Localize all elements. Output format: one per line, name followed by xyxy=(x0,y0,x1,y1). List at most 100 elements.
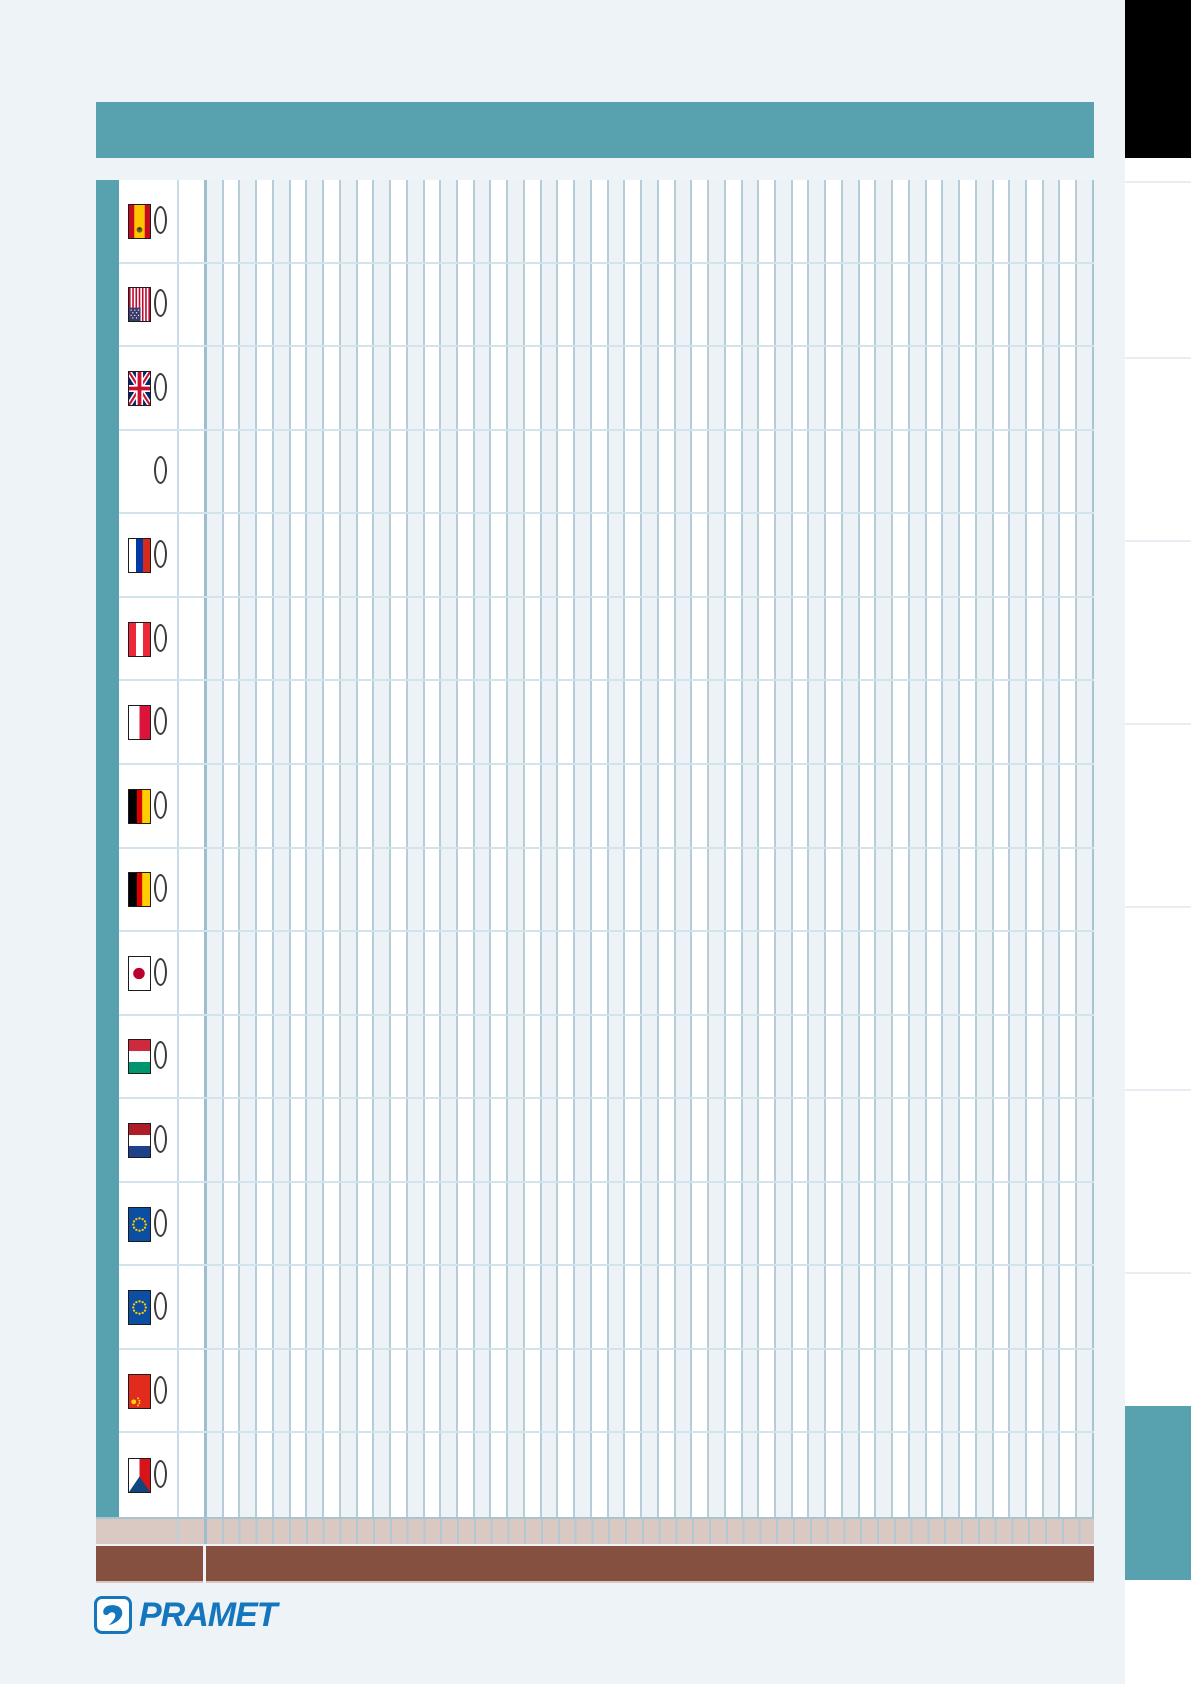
swoosh-icon xyxy=(103,1605,123,1626)
grid-column xyxy=(324,180,341,1517)
side-tab-divider xyxy=(1125,357,1191,359)
selection-oval[interactable] xyxy=(154,1292,167,1321)
grid-column xyxy=(759,180,776,1517)
grid-column xyxy=(675,180,693,1517)
selection-oval[interactable] xyxy=(154,1460,167,1489)
grid-column xyxy=(491,180,509,1517)
table-row xyxy=(119,1183,1094,1267)
table-row xyxy=(119,681,1094,765)
grid-column xyxy=(1077,180,1094,1517)
flag-column-divider xyxy=(177,1519,179,1544)
table-left-accent-column xyxy=(96,180,119,1517)
side-tab-divider xyxy=(1125,906,1191,908)
selection-oval[interactable] xyxy=(154,790,167,819)
flag-austria-icon xyxy=(128,621,151,657)
grid-column xyxy=(575,180,592,1517)
flag-column-divider xyxy=(177,180,179,1517)
grid-column xyxy=(591,180,609,1517)
side-tab-divider xyxy=(1125,1089,1191,1091)
selection-oval[interactable] xyxy=(154,456,167,485)
table-row xyxy=(119,431,1094,515)
grid-column xyxy=(809,180,827,1517)
grid-column xyxy=(273,180,291,1517)
table-row xyxy=(119,932,1094,1016)
grid-column xyxy=(391,180,408,1517)
table-footer-row-right xyxy=(206,1546,1094,1583)
flag-czech-icon xyxy=(128,1458,151,1494)
grid-column xyxy=(207,180,224,1517)
grid-column xyxy=(558,180,576,1517)
grid-column xyxy=(725,180,743,1517)
selection-oval[interactable] xyxy=(154,1208,167,1237)
flag-usa-icon xyxy=(128,287,151,323)
selection-oval[interactable] xyxy=(154,289,167,318)
selection-oval[interactable] xyxy=(154,372,167,401)
grid-column xyxy=(960,180,977,1517)
grid-column xyxy=(307,180,325,1517)
flag-germany-icon xyxy=(128,872,151,908)
side-tab-strip xyxy=(1125,158,1191,1684)
selection-oval[interactable] xyxy=(154,1124,167,1153)
selection-oval[interactable] xyxy=(154,874,167,903)
table-row xyxy=(119,1350,1094,1434)
grid-column xyxy=(424,180,442,1517)
brand-logo: PRAMET xyxy=(94,1595,278,1635)
table-rows xyxy=(119,180,1094,1517)
selection-oval[interactable] xyxy=(154,957,167,986)
grid-column xyxy=(1010,180,1027,1517)
table-footer-row-left xyxy=(96,1546,203,1583)
corner-black-block xyxy=(1125,0,1191,158)
table-row xyxy=(119,1016,1094,1100)
selection-oval[interactable] xyxy=(154,623,167,652)
selection-oval[interactable] xyxy=(154,540,167,569)
grid-column xyxy=(1060,180,1078,1517)
grid-column xyxy=(893,180,910,1517)
active-section-tab[interactable] xyxy=(1125,1406,1191,1580)
table-row xyxy=(119,1266,1094,1350)
grid-column xyxy=(441,180,459,1517)
selection-oval[interactable] xyxy=(154,205,167,234)
table-row xyxy=(119,849,1094,933)
grid-column xyxy=(407,180,425,1517)
grid-column xyxy=(909,180,927,1517)
grid-column-lines xyxy=(204,1519,1094,1544)
flag-china-icon xyxy=(128,1373,151,1409)
selection-oval[interactable] xyxy=(154,1375,167,1404)
flag-japan-icon xyxy=(128,955,151,991)
grid-column xyxy=(625,180,643,1517)
flag-uk-icon xyxy=(128,370,151,406)
side-tab-divider xyxy=(1125,181,1191,183)
flag-hungary-icon xyxy=(128,1039,151,1075)
grid-columns xyxy=(204,180,1094,1517)
table-row xyxy=(119,180,1094,264)
selection-oval[interactable] xyxy=(154,1041,167,1070)
grid-column xyxy=(223,180,241,1517)
table-row xyxy=(119,514,1094,598)
flag-poland-icon xyxy=(128,705,151,741)
grid-column xyxy=(474,180,492,1517)
selection-oval[interactable] xyxy=(154,707,167,736)
grid-column xyxy=(792,180,810,1517)
grid-column xyxy=(993,180,1011,1517)
table-row xyxy=(119,1099,1094,1183)
table-row xyxy=(119,1433,1094,1517)
flag-eu-icon xyxy=(128,1206,151,1242)
grid-column xyxy=(458,180,475,1517)
grid-column xyxy=(541,180,559,1517)
grid-column xyxy=(876,180,894,1517)
grid-column xyxy=(508,180,525,1517)
grid-column xyxy=(642,180,659,1517)
grid-column xyxy=(926,180,944,1517)
grid-column xyxy=(842,180,860,1517)
grid-column xyxy=(1043,180,1061,1517)
grid-column xyxy=(290,180,308,1517)
grid-column xyxy=(1026,180,1044,1517)
flag-spain-icon xyxy=(128,203,151,239)
grid-column xyxy=(859,180,877,1517)
grid-column xyxy=(357,180,375,1517)
grid-column xyxy=(742,180,760,1517)
flag-russia-icon xyxy=(128,538,151,574)
side-tab-divider xyxy=(1125,1272,1191,1274)
section-header-bar xyxy=(96,102,1094,158)
grid-column xyxy=(240,180,258,1517)
